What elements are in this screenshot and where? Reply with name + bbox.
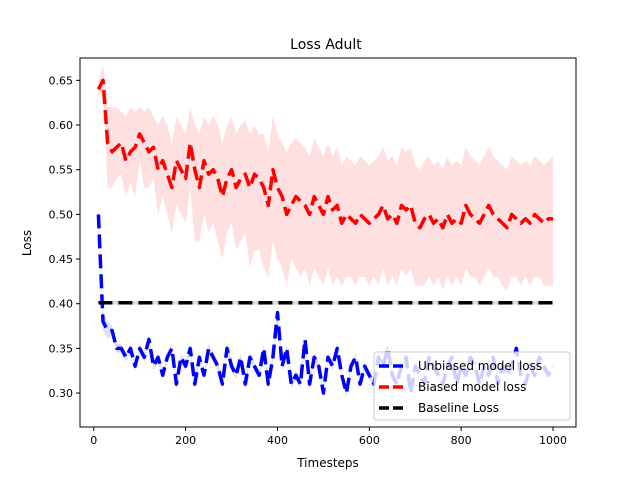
x-tick-label: 1000 [539, 434, 567, 447]
y-tick-label: 0.35 [49, 342, 74, 355]
y-tick-label: 0.30 [49, 387, 74, 400]
chart-title: Loss Adult [290, 37, 362, 53]
x-tick-label: 600 [359, 434, 380, 447]
legend-label: Unbiased model loss [418, 359, 542, 373]
y-tick-label: 0.60 [49, 119, 74, 132]
x-tick-label: 0 [90, 434, 97, 447]
x-tick-label: 800 [451, 434, 472, 447]
y-tick-label: 0.65 [49, 74, 74, 87]
y-tick-label: 0.55 [49, 164, 74, 177]
x-tick-label: 400 [267, 434, 288, 447]
legend-box [373, 351, 571, 421]
x-axis-label: Timesteps [296, 456, 359, 470]
x-tick-label: 200 [175, 434, 196, 447]
biased-model-loss-band [98, 64, 554, 291]
legend-label: Biased model loss [418, 380, 526, 394]
y-tick-label: 0.40 [49, 298, 74, 311]
x-axis: 0 200 400 600 800 1000 [90, 427, 567, 447]
y-tick-label: 0.50 [49, 208, 74, 221]
y-axis-label: Loss [20, 230, 34, 256]
y-axis: 0.30 0.35 0.40 0.45 0.50 0.55 0.60 0.65 [49, 74, 80, 400]
plot-frame [79, 57, 577, 428]
legend-label: Baseline Loss [418, 401, 499, 415]
biased-model-loss-line [96, 78, 553, 230]
y-tick-label: 0.45 [49, 253, 74, 266]
legend: Unbiased model loss Biased model loss Base… [373, 351, 571, 421]
